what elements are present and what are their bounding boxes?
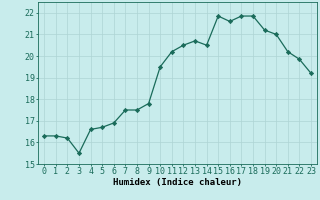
X-axis label: Humidex (Indice chaleur): Humidex (Indice chaleur) [113,178,242,187]
